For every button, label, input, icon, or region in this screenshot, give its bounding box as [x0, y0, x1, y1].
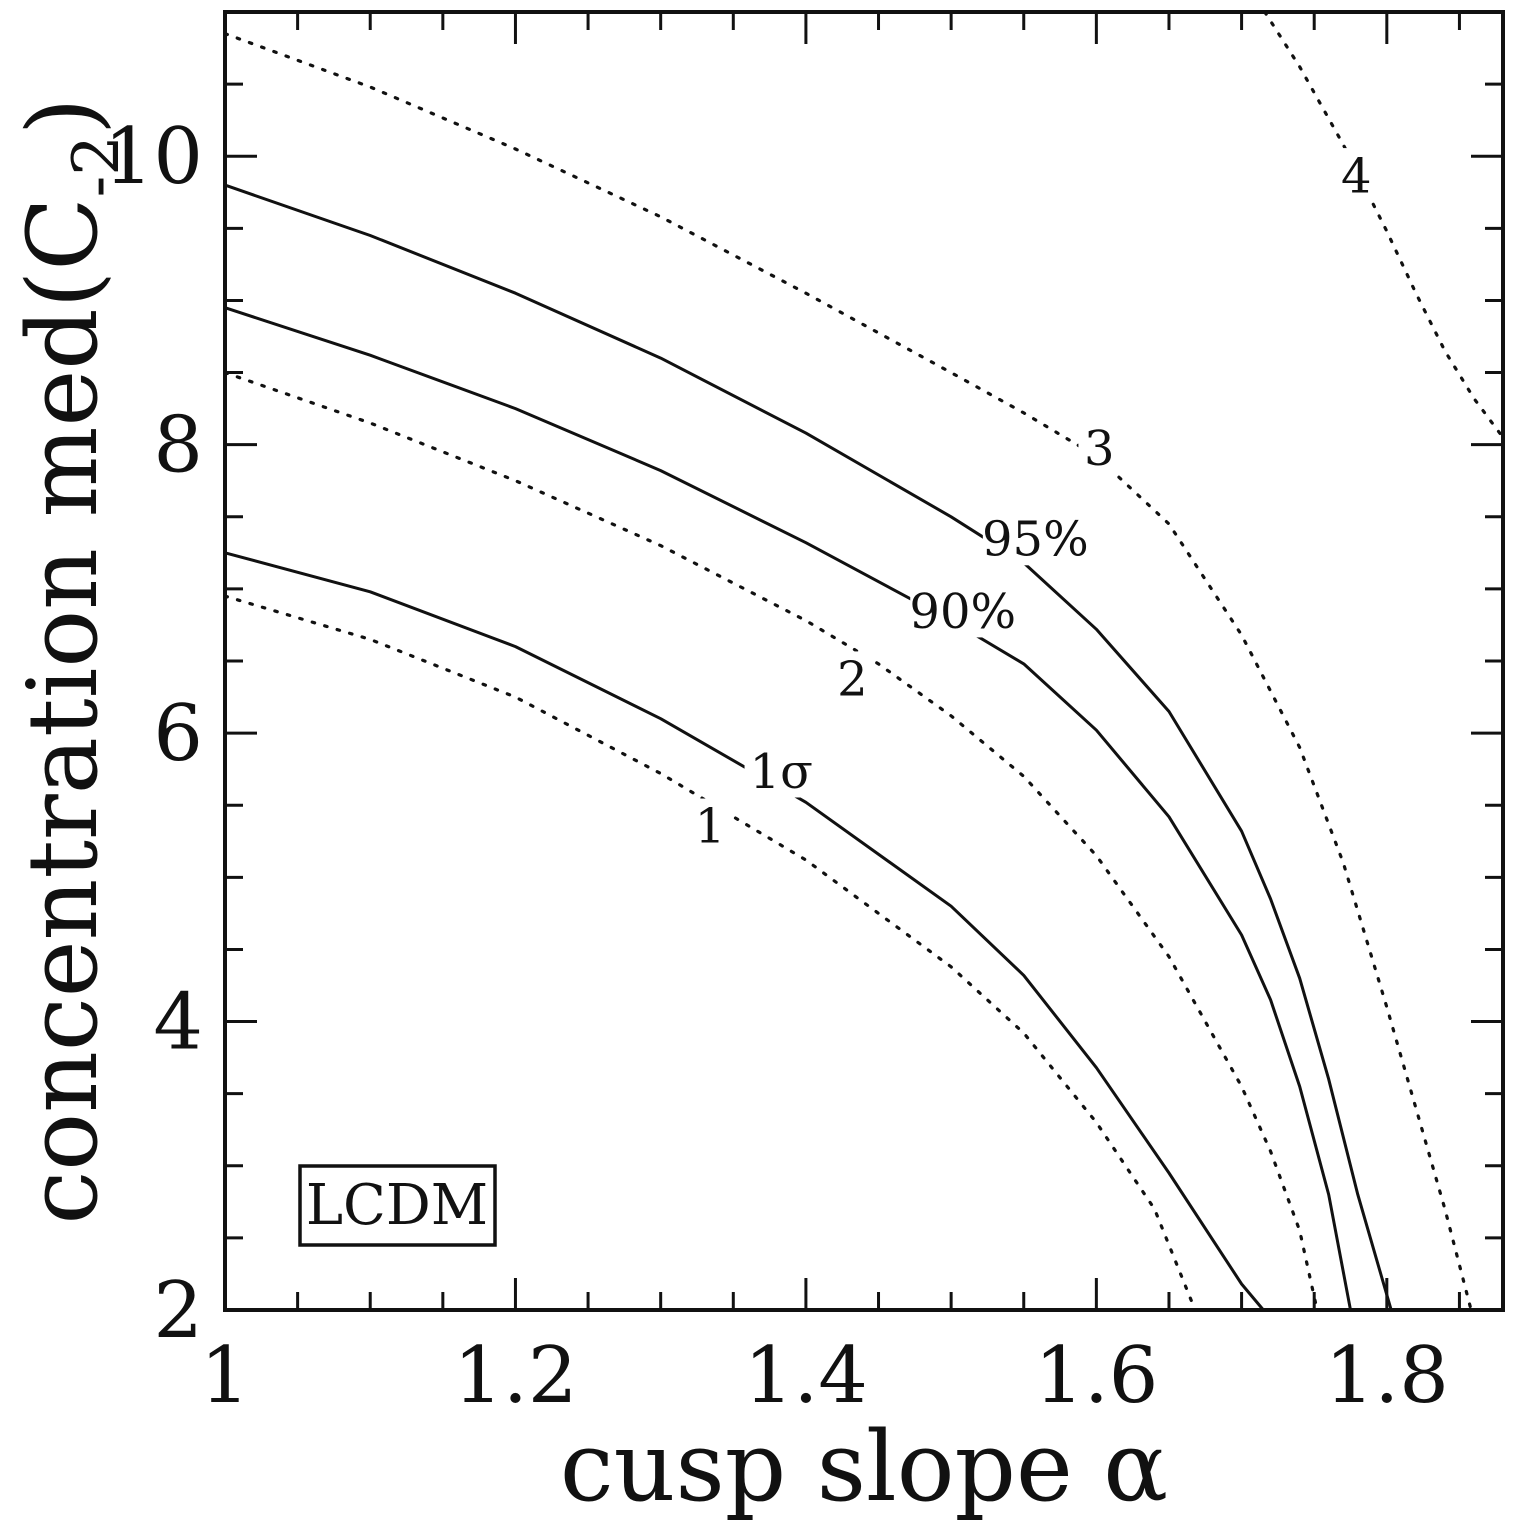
- x-tick-label: 1.2: [453, 1331, 577, 1421]
- plot-frame: [223, 10, 1505, 1312]
- contour-95pct-label-halo: [982, 511, 1088, 566]
- contour-90pct-label-halo: [910, 583, 1016, 638]
- axis-ticks: [223, 12, 1503, 1312]
- contour-1: [223, 594, 1197, 1312]
- y-axis-title-subscript: -2: [60, 135, 134, 197]
- x-tick-label: 1.6: [1034, 1331, 1158, 1421]
- x-tick-label: 1.4: [744, 1331, 868, 1421]
- x-tick-label: 1.8: [1325, 1331, 1449, 1421]
- x-tick-label: 1: [200, 1331, 250, 1421]
- contour-3-label-halo: [1078, 420, 1121, 475]
- contour-4: [1263, 10, 1505, 440]
- contour-4-label: 4: [1341, 148, 1372, 204]
- y-axis-title: concentration med(C-2): [7, 98, 134, 1225]
- contour-1-label: 1: [695, 799, 726, 855]
- legend: LCDM: [298, 1164, 497, 1247]
- y-tick-label: 6: [153, 689, 203, 779]
- legend-frame: [298, 1164, 497, 1247]
- contour-2: [223, 371, 1319, 1312]
- contour-95pct: [224, 183, 1393, 1311]
- y-tick-label: 2: [153, 1266, 203, 1356]
- contour-2-label-halo: [831, 651, 874, 706]
- contour-lines: [223, 10, 1505, 1312]
- contour-3: [223, 32, 1473, 1312]
- contour-2-label: 2: [837, 652, 868, 708]
- y-axis-title-main: concentration med(C: [7, 197, 119, 1224]
- contour-1sigma-label-halo: [744, 743, 818, 798]
- y-tick-label: 10: [104, 112, 203, 202]
- legend-label: LCDM: [306, 1173, 488, 1238]
- contour-3-label: 3: [1084, 421, 1115, 477]
- contour-1sigma-label: 1σ: [750, 744, 813, 800]
- x-axis-title: cusp slope α: [560, 1411, 1168, 1520]
- contour-90pct: [224, 306, 1352, 1311]
- contour-90pct-label: 90%: [909, 584, 1016, 640]
- y-tick-label: 4: [153, 978, 203, 1068]
- y-tick-label: 8: [153, 401, 203, 491]
- contour-4-label-halo: [1335, 148, 1378, 202]
- contour-labels: 1σ 90% 95% 1 2 3 4: [689, 148, 1378, 855]
- contour-1sigma: [224, 551, 1265, 1311]
- contour-95pct-label: 95%: [982, 512, 1089, 568]
- contour-1-label-halo: [689, 798, 731, 853]
- y-axis-title-close: ): [7, 98, 119, 135]
- axis-tick-labels: 1 1.2 1.4 1.6 1.8 2 4 6 8 10: [104, 112, 1449, 1421]
